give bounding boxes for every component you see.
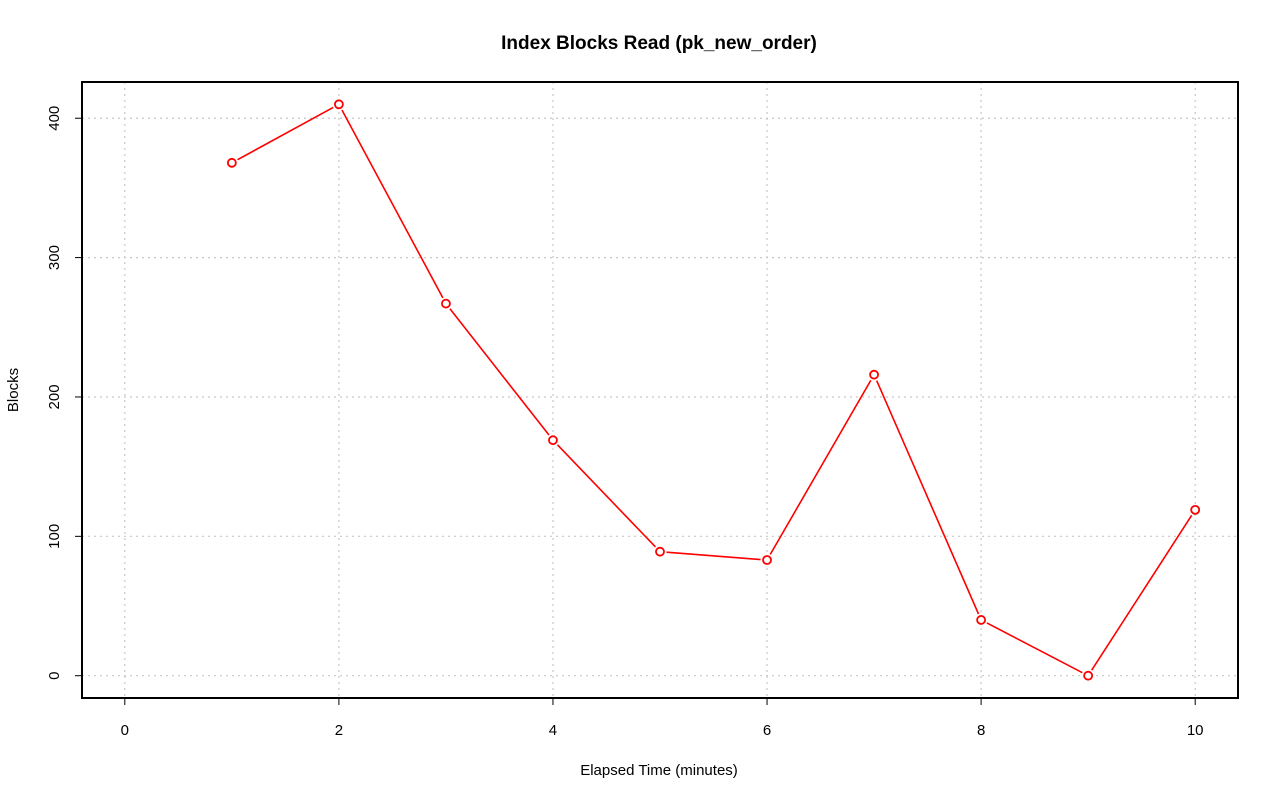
x-tick-label-4: 8 [977, 722, 985, 739]
y-tick-label-0: 0 [46, 672, 63, 680]
series-0-segment-7 [986, 622, 1083, 674]
series-0-point-9 [1190, 504, 1201, 515]
series-0-point-0 [226, 157, 237, 168]
series-0-point-6 [869, 369, 879, 380]
series-0-point-2 [441, 298, 451, 309]
y-tick-label-4: 400 [46, 106, 63, 131]
chart-title: Index Blocks Read (pk_new_order) [501, 33, 817, 54]
series-0-segment-8 [1091, 514, 1193, 671]
series-0-segment-0 [237, 106, 334, 161]
x-tick-label-5: 10 [1187, 722, 1204, 739]
y-tick-label-2: 200 [46, 384, 63, 409]
series-0-point-5 [762, 555, 772, 565]
y-tick-label-1: 100 [46, 524, 63, 549]
series-0-segment-4 [666, 551, 761, 561]
series-0-segment-6 [875, 380, 980, 615]
series [226, 99, 1201, 681]
x-tick-label-2: 4 [549, 722, 557, 739]
y-tick-label-3: 300 [46, 245, 63, 270]
x-tick-label-3: 6 [763, 722, 771, 739]
series-0-segment-3 [556, 444, 657, 548]
x-tick-label-0: 0 [121, 722, 129, 739]
series-0-point-3 [548, 435, 558, 446]
series-0-point-1 [333, 99, 344, 110]
y-axis-label: Blocks [5, 368, 22, 412]
series-0-segment-1 [341, 109, 444, 299]
grid [82, 82, 1238, 698]
plot-frame [81, 81, 1239, 699]
series-0-segment-5 [769, 379, 872, 555]
x-tick-label-1: 2 [335, 722, 343, 739]
series-0-point-4 [655, 546, 665, 557]
x-axis-label: Elapsed Time (minutes) [580, 762, 738, 779]
series-0-segment-2 [449, 308, 550, 436]
series-0-point-7 [976, 615, 987, 625]
series-0-point-8 [1083, 670, 1094, 681]
